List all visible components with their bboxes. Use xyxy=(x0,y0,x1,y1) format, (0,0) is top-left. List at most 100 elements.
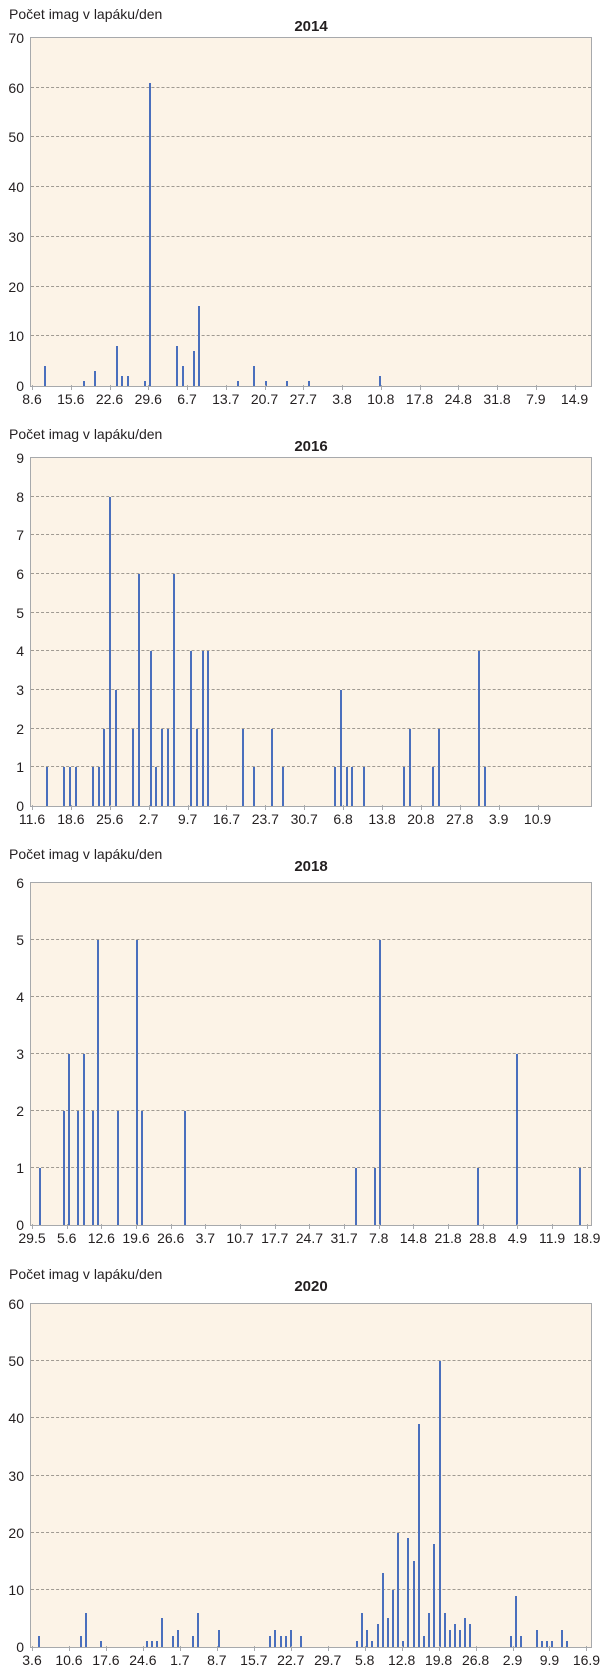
x-tick-label: 15.7 xyxy=(240,1652,268,1668)
x-tick-mark xyxy=(66,1224,68,1229)
data-bar xyxy=(412,1561,415,1647)
data-bar xyxy=(366,1629,369,1647)
x-tick-label: 18.6 xyxy=(57,811,85,827)
data-bar xyxy=(121,376,124,386)
x-tick-mark xyxy=(187,385,189,390)
data-bar xyxy=(115,690,117,806)
x-tick-label: 25.6 xyxy=(96,811,124,827)
x-tick-label: 19.6 xyxy=(122,1230,150,1246)
y-tick-label: 40 xyxy=(8,179,24,196)
data-bar xyxy=(192,351,195,386)
data-bar xyxy=(551,1641,554,1647)
x-tick-mark xyxy=(304,805,306,810)
gridline xyxy=(31,766,591,768)
x-tick-label: 8.6 xyxy=(22,391,42,407)
x-tick-mark xyxy=(420,805,422,810)
data-bar xyxy=(45,767,48,806)
data-bar xyxy=(126,376,129,386)
x-tick-mark xyxy=(364,1646,366,1651)
data-bar xyxy=(402,1641,405,1647)
x-tick-mark xyxy=(101,1224,103,1229)
x-tick-label: 10.7 xyxy=(226,1230,254,1246)
x-tick-label: 14.8 xyxy=(399,1230,428,1246)
x-ticks: 29.5 5.6 12.6 19.6 26.6 3.7 10.7 17.7 24.7 31.7 7.… xyxy=(18,1224,600,1250)
data-bar xyxy=(236,381,239,386)
data-bar xyxy=(137,574,140,806)
data-bar xyxy=(438,1361,441,1647)
x-tick-label: 5.8 xyxy=(354,1652,375,1668)
x-tick-mark xyxy=(413,1224,415,1229)
data-bar xyxy=(478,651,481,806)
chart-title: 2020 xyxy=(294,1278,328,1295)
x-tick-mark xyxy=(537,805,539,810)
y-tick-label: 0 xyxy=(16,798,24,814)
gridline xyxy=(31,335,591,337)
gridline xyxy=(31,939,591,940)
data-bar xyxy=(167,728,170,806)
y-tick-label: 60 xyxy=(8,79,24,96)
x-tick-mark xyxy=(205,1224,207,1229)
data-bar xyxy=(176,346,179,386)
data-bar xyxy=(282,767,285,806)
data-bar xyxy=(44,366,47,386)
x-tick-label: 27.7 xyxy=(289,391,317,407)
data-bar xyxy=(379,376,382,386)
x-tick-label: 2.9 xyxy=(502,1652,523,1668)
data-bar xyxy=(115,346,118,386)
x-tick-label: 12.6 xyxy=(87,1230,115,1246)
data-bar xyxy=(196,728,199,806)
data-bar xyxy=(253,767,256,806)
chart-title: 2018 xyxy=(294,858,328,875)
data-bar xyxy=(116,1111,119,1225)
x-tick-label: 13.8 xyxy=(368,811,396,827)
data-bar xyxy=(468,1624,471,1647)
data-bar xyxy=(536,1629,539,1647)
data-bar xyxy=(448,1629,451,1647)
y-tick-label: 10 xyxy=(8,328,24,345)
gridline xyxy=(31,689,591,690)
x-tick-label: 3.7 xyxy=(195,1230,216,1246)
data-bar xyxy=(431,767,434,806)
data-bar xyxy=(150,1641,153,1647)
data-bar xyxy=(149,82,152,386)
data-bar xyxy=(135,940,138,1225)
y-tick-label: 50 xyxy=(8,1353,24,1370)
chart-2014: Počet imag v lapáku/den 2014 8.6 15.6 22.6… xyxy=(0,0,600,420)
y-tick-label: 7 xyxy=(16,527,24,544)
x-tick-label: 30.7 xyxy=(290,811,318,827)
y-tick-label: 4 xyxy=(16,643,24,660)
data-bar xyxy=(149,651,152,806)
data-bar xyxy=(155,767,158,806)
data-bar xyxy=(374,1168,377,1225)
data-bar xyxy=(561,1629,564,1647)
x-tick-mark xyxy=(105,1646,107,1651)
x-tick-mark xyxy=(574,385,576,390)
gridline xyxy=(31,1053,591,1054)
gridline xyxy=(31,1531,591,1533)
data-bar xyxy=(190,651,193,806)
x-tick-mark xyxy=(170,1224,172,1229)
data-bar xyxy=(546,1641,549,1647)
x-tick-mark xyxy=(586,1646,588,1651)
x-tick-mark xyxy=(552,1224,554,1229)
x-tick-mark xyxy=(438,1646,440,1651)
gridline xyxy=(31,650,591,652)
data-bar xyxy=(269,1635,271,1647)
chart-title: 2014 xyxy=(294,18,328,35)
data-bar xyxy=(161,1618,164,1647)
x-tick-label: 9.9 xyxy=(539,1652,560,1668)
x-tick-label: 4.9 xyxy=(507,1230,528,1246)
data-bar xyxy=(161,728,164,806)
plot-area xyxy=(30,37,592,387)
data-bar xyxy=(62,1111,65,1225)
data-bar xyxy=(38,1168,41,1225)
data-bar xyxy=(308,381,311,386)
x-tick-label: 3.9 xyxy=(488,811,509,827)
y-axis-label: Počet imag v lapáku/den xyxy=(9,6,163,22)
x-tick-label: 29.7 xyxy=(314,1652,342,1668)
data-bar xyxy=(172,574,175,806)
data-bar xyxy=(109,496,112,806)
x-tick-label: 10.8 xyxy=(367,391,395,407)
y-tick-label: 2 xyxy=(16,720,24,737)
data-bar xyxy=(143,381,146,386)
